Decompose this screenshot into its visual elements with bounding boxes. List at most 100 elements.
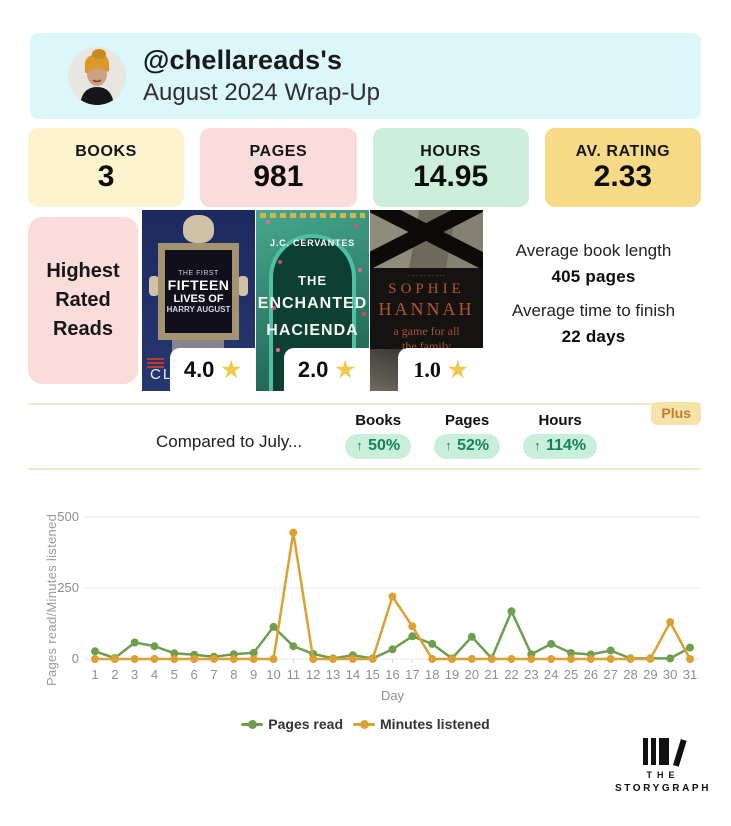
book-covers: THE FIRST FIFTEEN LIVES OF HARRY AUGUST … xyxy=(142,210,484,391)
stat-card-books: BOOKS 3 xyxy=(28,128,185,207)
cover-text: FIFTEEN xyxy=(167,276,230,293)
book-spine xyxy=(673,739,687,767)
rating-value: 2.0 xyxy=(297,356,329,382)
legend-item: Pages read xyxy=(241,716,343,732)
change-value: 52% xyxy=(457,437,490,454)
user-handle: @chellareads's xyxy=(143,45,343,75)
svg-text:31: 31 xyxy=(683,667,697,682)
book-cover-enchanted-hacienda: J.C. CERVANTES THE ENCHANTED HACIENDA 2.… xyxy=(256,210,369,391)
svg-text:23: 23 xyxy=(524,667,538,682)
svg-text:12: 12 xyxy=(306,667,320,682)
book-cover-harry-august: THE FIRST FIFTEEN LIVES OF HARRY AUGUST … xyxy=(142,210,255,391)
page-title: August 2024 Wrap-Up xyxy=(143,79,381,106)
legend-label: Minutes listened xyxy=(380,716,490,732)
svg-text:15: 15 xyxy=(365,667,379,682)
avg-time-value: 22 days xyxy=(561,326,626,346)
stat-label: PAGES xyxy=(249,142,308,160)
rating-badge: 2.0 ★ xyxy=(284,348,369,391)
stat-value: 3 xyxy=(97,159,115,193)
cover-author: SOPHIE xyxy=(388,281,465,297)
svg-text:14: 14 xyxy=(346,667,360,682)
change-pill: ↑ 50% xyxy=(345,434,412,459)
svg-text:1: 1 xyxy=(91,667,98,682)
stat-card-rating: AV. RATING 2.33 xyxy=(544,128,701,207)
comparison-col-title: Pages xyxy=(445,412,490,429)
svg-text:Day: Day xyxy=(381,688,405,703)
storygraph-logo: THE STORYGRAPH xyxy=(613,735,709,794)
legend-item: Minutes listened xyxy=(353,716,490,732)
avatar xyxy=(68,47,126,105)
legend-label: Pages read xyxy=(268,716,344,732)
cover-decoration: ·············· xyxy=(407,274,446,279)
cover-decoration xyxy=(266,220,270,224)
legend-marker-icon xyxy=(241,719,264,729)
legend-marker-icon xyxy=(353,719,376,729)
cover-text: THE xyxy=(298,273,327,288)
comparison-row: Compared to July... Books ↑ 50% Pages ↑ … xyxy=(28,405,701,468)
svg-text:11: 11 xyxy=(287,667,301,682)
stat-value: 981 xyxy=(253,159,304,193)
logo-text-storygraph: STORYGRAPH xyxy=(615,783,712,794)
comparison-col-books: Books ↑ 50% xyxy=(345,412,412,459)
svg-text:25: 25 xyxy=(564,667,578,682)
svg-text:4: 4 xyxy=(151,667,158,682)
svg-text:0: 0 xyxy=(72,651,79,666)
cover-text: a game for all xyxy=(393,324,460,338)
book-spine xyxy=(651,738,656,765)
title-line: Reads xyxy=(52,318,114,340)
stat-label: AV. RATING xyxy=(575,142,671,160)
star-icon: ★ xyxy=(335,356,356,382)
comparison-label: Compared to July... xyxy=(156,432,303,451)
stats-row: BOOKS 3 PAGES 981 HOURS 14.95 AV. RATING… xyxy=(28,128,701,207)
title-line: Rated xyxy=(55,289,111,311)
cover-figure xyxy=(149,276,159,296)
stat-label: BOOKS xyxy=(75,142,137,160)
rating-badge: 4.0 ★ xyxy=(170,348,255,391)
change-pill: ↑ 52% xyxy=(434,434,501,459)
cover-figure xyxy=(183,215,214,243)
plus-badge: Plus xyxy=(651,402,701,425)
comparison-col-hours: Hours ↑ 114% xyxy=(523,412,598,459)
cover-figure xyxy=(238,276,248,296)
stat-label: HOURS xyxy=(420,142,482,160)
header: @chellareads's August 2024 Wrap-Up xyxy=(30,33,701,119)
svg-text:26: 26 xyxy=(584,667,598,682)
stat-card-pages: PAGES 981 xyxy=(200,128,357,207)
rating-badge: 1.0 ★ xyxy=(398,348,483,391)
avg-length-label: Average book length xyxy=(515,240,672,260)
star-icon: ★ xyxy=(221,356,242,382)
title-line: Highest xyxy=(46,260,120,282)
svg-text:16: 16 xyxy=(385,667,399,682)
svg-text:22: 22 xyxy=(504,667,518,682)
star-icon: ★ xyxy=(447,356,468,382)
comparison-col-title: Hours xyxy=(538,412,582,429)
cover-decoration xyxy=(147,358,164,369)
svg-text:29: 29 xyxy=(643,667,657,682)
svg-text:8: 8 xyxy=(230,667,237,682)
highest-rated-title: Highest Rated Reads xyxy=(28,217,138,384)
cover-title-frame: THE FIRST FIFTEEN LIVES OF HARRY AUGUST xyxy=(158,243,239,340)
comparison-col-title: Books xyxy=(355,412,402,429)
svg-text:250: 250 xyxy=(57,580,79,595)
arrow-up-icon: ↑ xyxy=(445,438,452,453)
svg-text:6: 6 xyxy=(191,667,198,682)
cover-author: J.C. CERVANTES xyxy=(270,238,355,248)
svg-text:21: 21 xyxy=(484,667,498,682)
cover-author: HANNAH xyxy=(378,299,475,319)
avg-length-value: 405 pages xyxy=(551,266,636,286)
cover-text: THE FIRST xyxy=(178,269,219,277)
stat-value: 2.33 xyxy=(593,159,653,193)
highest-rated-section: Highest Rated Reads THE FIRST FIFTEEN LI… xyxy=(28,210,703,391)
change-value: 114% xyxy=(546,437,587,454)
comparison-section: Plus Compared to July... Books ↑ 50% Pag… xyxy=(28,402,701,470)
rating-value: 1.0 xyxy=(413,356,441,382)
svg-text:17: 17 xyxy=(405,667,419,682)
daily-reading-chart: Pages read/Minutes listened 0 250 500 1 2 3 4 5… xyxy=(0,470,731,716)
svg-text:7: 7 xyxy=(210,667,217,682)
books-icon xyxy=(613,735,709,767)
book-cover-game-for-family: ·············· SOPHIE HANNAH a game for … xyxy=(370,210,483,391)
svg-text:500: 500 xyxy=(57,509,79,524)
avatar-illustration xyxy=(68,47,126,105)
chart-legend: Pages read Minutes listened xyxy=(0,716,731,732)
